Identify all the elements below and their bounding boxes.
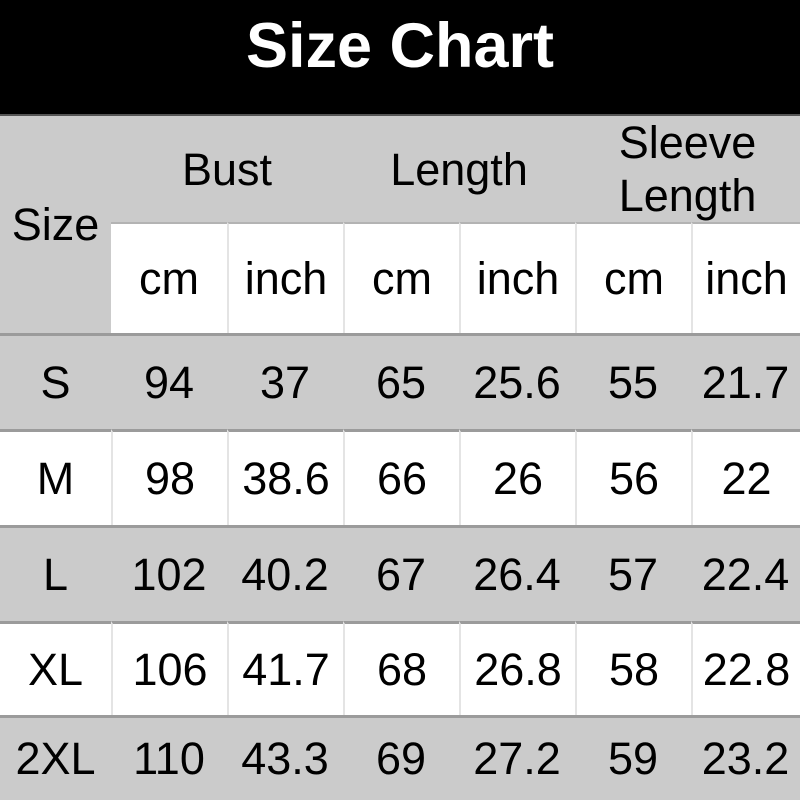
unit-header-bust-inch: inch [227, 222, 344, 334]
value-cell: 55 [575, 333, 692, 430]
value-cell: 22.8 [691, 621, 800, 716]
page-title: Size Chart [245, 11, 555, 81]
value-cell: 22.4 [691, 525, 800, 622]
group-header-length: Length [343, 116, 576, 223]
value-cell: 57 [575, 525, 692, 622]
size-cell: XL [0, 621, 111, 716]
value-cell: 102 [111, 525, 227, 622]
table-row-l: L 102 40.2 67 26.4 57 22.4 [0, 525, 800, 622]
size-cell: 2XL [0, 715, 111, 800]
group-header-row: Size Bust Length Sleeve Length [0, 116, 800, 334]
value-cell: 25.6 [459, 333, 576, 430]
value-cell: 21.7 [691, 333, 800, 430]
value-cell: 40.2 [227, 525, 344, 622]
unit-header-sleeve-cm: cm [575, 222, 692, 334]
value-cell: 26.4 [459, 525, 576, 622]
value-cell: 43.3 [227, 715, 344, 800]
unit-header-length-cm: cm [343, 222, 460, 334]
group-header-bust: Bust [111, 116, 344, 223]
value-cell: 69 [343, 715, 460, 800]
value-cell: 68 [343, 621, 460, 716]
value-cell: 94 [111, 333, 227, 430]
group-header-sleeve-length: Sleeve Length [575, 116, 800, 223]
size-chart-table: Size Bust Length Sleeve Length cm inch c… [0, 116, 800, 800]
value-cell: 41.7 [227, 621, 344, 716]
table-row-xl: XL 106 41.7 68 26.8 58 22.8 [0, 621, 800, 716]
value-cell: 59 [575, 715, 692, 800]
size-cell: S [0, 333, 111, 430]
value-cell: 58 [575, 621, 692, 716]
table-row-2xl: 2XL 110 43.3 69 27.2 59 23.2 [0, 715, 800, 800]
col-header-size: Size [0, 116, 111, 334]
unit-header-sleeve-inch: inch [691, 222, 800, 334]
value-cell: 38.6 [227, 429, 344, 526]
value-cell: 26 [459, 429, 576, 526]
title-bar: Size Chart [0, 0, 800, 116]
value-cell: 110 [111, 715, 227, 800]
table-row-s: S 94 37 65 25.6 55 21.7 [0, 333, 800, 430]
value-cell: 56 [575, 429, 692, 526]
value-cell: 66 [343, 429, 460, 526]
value-cell: 22 [691, 429, 800, 526]
value-cell: 37 [227, 333, 344, 430]
unit-header-bust-cm: cm [111, 222, 227, 334]
unit-header-row: cm inch cm inch cm inch [0, 222, 800, 334]
value-cell: 23.2 [691, 715, 800, 800]
table-row-m: M 98 38.6 66 26 56 22 [0, 429, 800, 526]
size-cell: M [0, 429, 111, 526]
size-cell: L [0, 525, 111, 622]
value-cell: 26.8 [459, 621, 576, 716]
value-cell: 65 [343, 333, 460, 430]
value-cell: 67 [343, 525, 460, 622]
value-cell: 98 [111, 429, 227, 526]
value-cell: 106 [111, 621, 227, 716]
unit-header-length-inch: inch [459, 222, 576, 334]
value-cell: 27.2 [459, 715, 576, 800]
